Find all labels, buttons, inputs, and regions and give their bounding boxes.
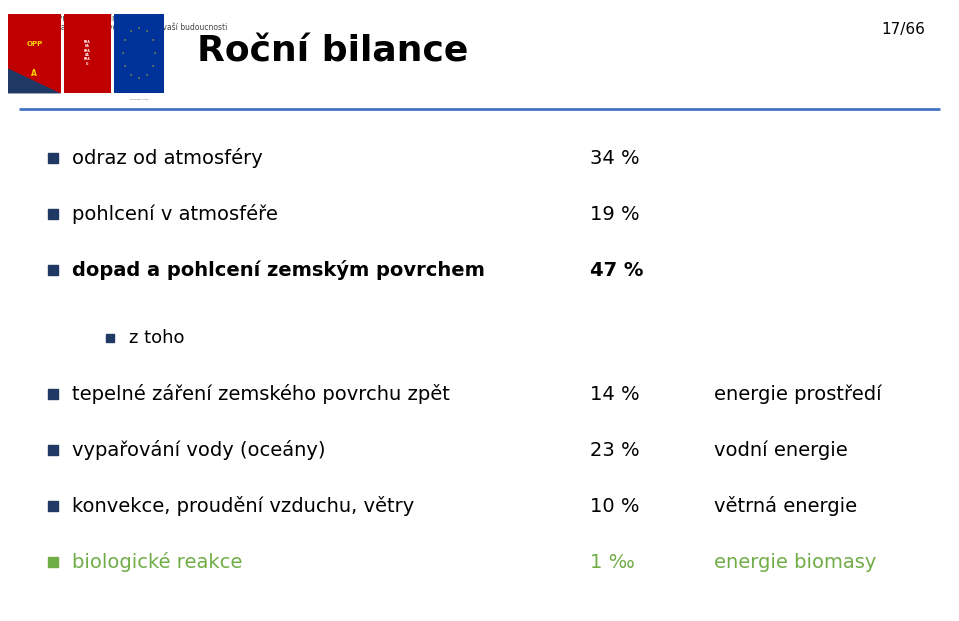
Text: odraz od atmosféry: odraz od atmosféry [72,148,263,168]
Text: Roční bilance: Roční bilance [197,34,468,68]
Text: Evropský sociální fond: Evropský sociální fond [53,14,138,22]
Text: energie biomasy: energie biomasy [714,553,877,571]
Text: 1 ‰: 1 ‰ [590,553,635,571]
Text: ★: ★ [138,76,140,80]
Text: tepelné záření zemského povrchu zpět: tepelné záření zemského povrchu zpět [72,384,450,404]
Text: energie prostředí: energie prostředí [714,384,882,404]
Text: ★: ★ [138,25,140,30]
Text: 47 %: 47 % [590,261,643,279]
Text: 17/66: 17/66 [881,22,925,37]
Text: ★: ★ [129,73,132,77]
Text: EVROPSKÁ UNIE: EVROPSKÁ UNIE [129,98,148,100]
Text: 19 %: 19 % [590,205,640,224]
Text: 23 %: 23 % [590,441,640,460]
FancyBboxPatch shape [8,14,61,94]
Text: dopad a pohlcení zemským povrchem: dopad a pohlcení zemským povrchem [72,260,485,280]
Text: 14 %: 14 % [590,385,640,404]
Polygon shape [8,68,61,94]
Text: konvekce, proudění vzduchu, větry: konvekce, proudění vzduchu, větry [72,496,414,516]
Text: biologické reakce: biologické reakce [72,552,243,572]
Text: ★: ★ [152,63,153,68]
Text: PRA
HA
PRA
GA
PRA
G: PRA HA PRA GA PRA G [84,40,91,66]
Text: vypařování vody (oceány): vypařování vody (oceány) [72,440,325,460]
Text: větrná energie: větrná energie [714,496,857,516]
Text: ★: ★ [152,39,153,42]
Text: 34 %: 34 % [590,149,640,168]
Text: ★: ★ [153,51,156,55]
Text: Praha & EU: Investujeme do vaší budoucnosti: Praha & EU: Investujeme do vaší budoucno… [53,23,227,32]
Text: ★: ★ [124,39,127,42]
Text: vodní energie: vodní energie [714,440,848,460]
FancyBboxPatch shape [64,14,110,94]
Text: ★: ★ [129,29,132,33]
FancyBboxPatch shape [114,14,164,94]
Text: ★: ★ [146,29,148,33]
Text: ★: ★ [122,51,124,55]
Text: z toho: z toho [129,330,185,347]
Text: 10 %: 10 % [590,497,640,515]
Text: OPP: OPP [26,41,42,47]
Text: A: A [32,69,37,78]
Text: pohlcení v atmosféře: pohlcení v atmosféře [72,204,278,224]
Text: ★: ★ [124,63,127,68]
Text: ★: ★ [146,73,148,77]
